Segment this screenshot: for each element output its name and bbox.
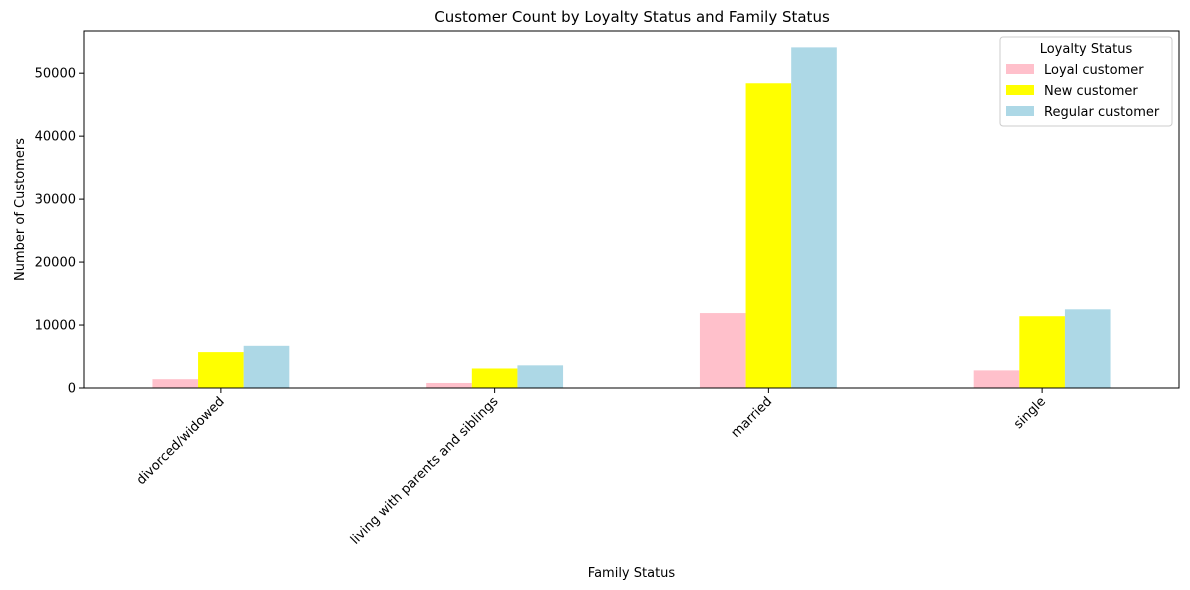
x-tick-label: single: [1011, 394, 1049, 432]
plot-frame: [83, 30, 1180, 389]
bar-new-customer-2: [745, 83, 792, 388]
x-tick-label: married: [729, 394, 776, 441]
y-tick-label: 0: [68, 382, 76, 397]
bar-new-customer-3: [1019, 316, 1065, 388]
bar-new-customer-1: [471, 368, 518, 388]
bar-loyal-customer-1: [426, 382, 472, 388]
legend-swatch-regular-customer: [1006, 106, 1034, 116]
bar-loyal-customer-2: [699, 313, 746, 388]
legend-title: Loyalty Status: [1040, 42, 1133, 57]
y-axis: 0 10000 20000 30000 40000 50000: [35, 67, 84, 397]
y-tick-label: 40000: [35, 130, 76, 145]
y-tick-label: 10000: [35, 319, 76, 334]
legend-swatch-loyal-customer: [1006, 64, 1034, 74]
bar-loyal-customer-0: [152, 379, 199, 388]
x-tick-label: divorced/widowed: [134, 394, 228, 488]
y-tick-label: 30000: [35, 193, 76, 208]
x-axis: divorced/widowed living with parents and …: [134, 388, 1049, 548]
legend-label-regular-customer: Regular customer: [1044, 105, 1160, 120]
x-tick-label: living with parents and siblings: [348, 394, 502, 548]
bar-regular-customer-0: [243, 345, 290, 388]
legend-box: [999, 36, 1173, 127]
bars-group: [152, 47, 1111, 389]
y-tick-label: 50000: [35, 67, 76, 82]
bar-loyal-customer-3: [973, 370, 1020, 388]
bar-regular-customer-1: [517, 365, 564, 388]
y-tick-label: 20000: [35, 256, 76, 271]
legend-label-loyal-customer: Loyal customer: [1044, 63, 1144, 78]
x-axis-label: Family Status: [588, 566, 676, 581]
legend: Loyalty Status Loyal customer New customer…: [999, 36, 1173, 127]
bar-regular-customer-2: [791, 47, 837, 389]
bar-regular-customer-3: [1064, 309, 1111, 388]
bar-new-customer-0: [198, 352, 244, 388]
y-axis-label: Number of Customers: [13, 138, 28, 281]
legend-label-new-customer: New customer: [1044, 84, 1138, 99]
chart-title: Customer Count by Loyalty Status and Fam…: [434, 8, 830, 26]
legend-swatch-new-customer: [1006, 85, 1034, 95]
